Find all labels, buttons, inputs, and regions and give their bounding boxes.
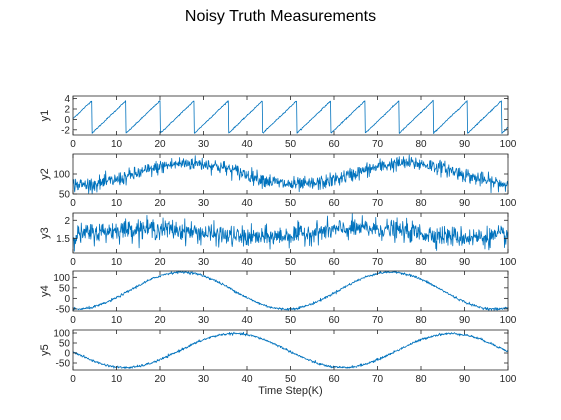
series-line-y3: [72, 213, 509, 252]
axes-box-y5: [72, 329, 509, 371]
x-tick-label: 30: [198, 139, 210, 150]
x-tick-label: 80: [415, 198, 427, 209]
y-tick-label: 1.5: [56, 234, 70, 245]
x-tick-label: 90: [459, 374, 471, 385]
x-tick-label: 90: [459, 139, 471, 150]
x-tick-label: 10: [111, 198, 123, 209]
x-tick-label: 20: [154, 374, 166, 385]
y-axis-label-y4: y4: [39, 285, 51, 297]
x-tick-label: 100: [500, 257, 517, 268]
x-tick-label: 70: [372, 315, 384, 326]
y-tick-label: 50: [59, 339, 71, 350]
x-tick-label: 20: [154, 139, 166, 150]
x-tick-label: 100: [500, 198, 517, 209]
y-tick-label: -2: [61, 125, 70, 136]
x-tick-label: 50: [285, 374, 297, 385]
y-tick-label: 2: [64, 105, 70, 116]
x-tick-label: 90: [459, 257, 471, 268]
y-axis-label-y3: y3: [39, 227, 51, 239]
y-tick-label: -50: [56, 359, 71, 370]
x-tick-label: 100: [500, 374, 517, 385]
x-tick-label: 30: [198, 198, 210, 209]
y-axis-label-y2: y2: [39, 168, 51, 180]
x-tick-label: 90: [459, 198, 471, 209]
x-tick-label: 70: [372, 139, 384, 150]
y-axis-label-y1: y1: [39, 110, 51, 122]
x-tick-label: 20: [154, 315, 166, 326]
x-tick-label: 100: [500, 315, 517, 326]
y-tick-label: 100: [53, 170, 70, 181]
x-tick-label: 0: [70, 374, 76, 385]
x-tick-label: 80: [415, 257, 427, 268]
figure-title: Noisy Truth Measurements: [184, 8, 377, 25]
x-tick-label: 10: [111, 257, 123, 268]
y-tick-label: -50: [56, 304, 71, 315]
x-tick-label: 40: [241, 374, 253, 385]
y-tick-label: 0: [64, 349, 70, 360]
axes-box-y2: [72, 153, 509, 195]
y-tick-label: 0: [64, 115, 70, 126]
x-tick-label: 80: [415, 374, 427, 385]
x-tick-label: 40: [241, 139, 253, 150]
series-line-y2: [72, 154, 509, 195]
x-tick-label: 40: [241, 257, 253, 268]
x-tick-label: 30: [198, 315, 210, 326]
x-tick-label: 60: [328, 257, 340, 268]
x-tick-label: 20: [154, 198, 166, 209]
y-tick-label: 50: [59, 190, 71, 201]
x-tick-label: 50: [285, 139, 297, 150]
y-tick-label: 50: [59, 283, 71, 294]
x-tick-label: 80: [415, 139, 427, 150]
x-tick-label: 0: [70, 257, 76, 268]
x-tick-label: 20: [154, 257, 166, 268]
x-tick-label: 50: [285, 198, 297, 209]
x-tick-label: 60: [328, 374, 340, 385]
series-line-y4: [72, 270, 509, 312]
x-tick-label: 50: [285, 257, 297, 268]
x-tick-label: 70: [372, 198, 384, 209]
x-tick-label: 70: [372, 257, 384, 268]
x-tick-label: 90: [459, 315, 471, 326]
x-tick-label: 50: [285, 315, 297, 326]
x-tick-label: 10: [111, 374, 123, 385]
x-tick-label: 0: [70, 198, 76, 209]
x-tick-label: 100: [500, 139, 517, 150]
x-tick-label: 10: [111, 315, 123, 326]
x-tick-label: 0: [70, 139, 76, 150]
x-tick-label: 60: [328, 139, 340, 150]
x-tick-label: 60: [328, 315, 340, 326]
x-tick-label: 40: [241, 315, 253, 326]
x-tick-label: 10: [111, 139, 123, 150]
y-tick-label: 100: [53, 329, 70, 340]
y-tick-label: 0: [64, 294, 70, 305]
series-line-y5: [72, 331, 509, 369]
x-tick-label: 40: [241, 198, 253, 209]
x-axis-label: Time Step(K): [258, 385, 322, 397]
y-tick-label: 4: [64, 94, 70, 105]
axes-box-y1: [72, 95, 509, 136]
y-axis-label-y5: y5: [39, 344, 51, 356]
x-tick-label: 0: [70, 315, 76, 326]
x-tick-label: 30: [198, 257, 210, 268]
series-line-y1: [72, 99, 509, 134]
x-tick-label: 70: [372, 374, 384, 385]
x-tick-label: 60: [328, 198, 340, 209]
y-tick-label: 100: [53, 273, 70, 284]
y-tick-label: 2: [64, 216, 70, 227]
x-tick-label: 30: [198, 374, 210, 385]
x-tick-label: 80: [415, 315, 427, 326]
